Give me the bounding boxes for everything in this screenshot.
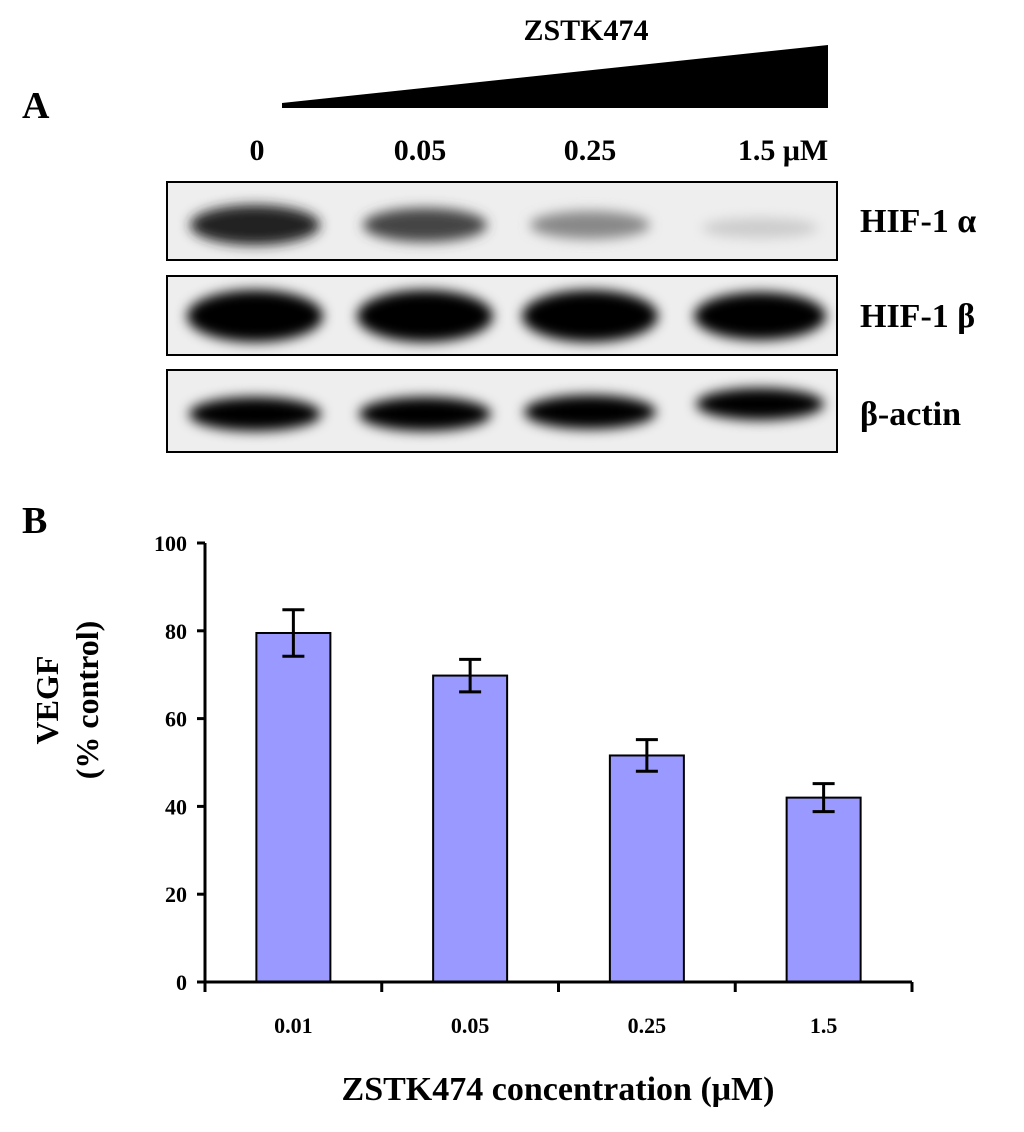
y-tick-label: 100 [154, 531, 187, 556]
lane-label: 0.05 [394, 134, 447, 167]
gradient-triangle [282, 45, 828, 108]
y-tick-label: 80 [165, 619, 187, 644]
blot-label: HIF-1 α [860, 203, 976, 240]
y-tick-label: 20 [165, 882, 187, 907]
y-axis-label: VEGF [29, 656, 65, 745]
axes [203, 543, 912, 984]
blot-hif1b [166, 275, 838, 356]
bar [608, 754, 685, 984]
y-axis-label: (% control) [69, 621, 105, 779]
error-bar [635, 738, 658, 773]
x-tick-label: 0.05 [451, 1013, 490, 1038]
error-bar [282, 608, 305, 658]
lane-label: 0.25 [564, 134, 617, 167]
error-bar [812, 782, 835, 814]
y-tick-label: 0 [176, 970, 187, 995]
blot-label: HIF-1 β [860, 298, 975, 335]
bar [255, 631, 332, 983]
y-tick-label: 40 [165, 794, 187, 819]
x-axis-label: ZSTK474 concentration (μM) [342, 1071, 775, 1108]
panel-label: A [22, 85, 50, 127]
error-bar [459, 657, 482, 694]
blot-hif1a [166, 181, 838, 261]
blot-actin [166, 369, 838, 453]
lane-label: 1.5 μM [738, 134, 828, 167]
x-tick-label: 0.01 [274, 1013, 313, 1038]
x-tick-label: 0.25 [628, 1013, 667, 1038]
bar [785, 796, 862, 983]
x-tick-label: 1.5 [810, 1013, 838, 1038]
y-tick-label: 60 [165, 707, 187, 732]
bar [432, 674, 509, 983]
blot-label: β-actin [860, 396, 961, 433]
lane-label: 0 [250, 134, 265, 167]
panel-label: B [22, 500, 47, 542]
treatment-label: ZSTK474 [523, 14, 648, 47]
